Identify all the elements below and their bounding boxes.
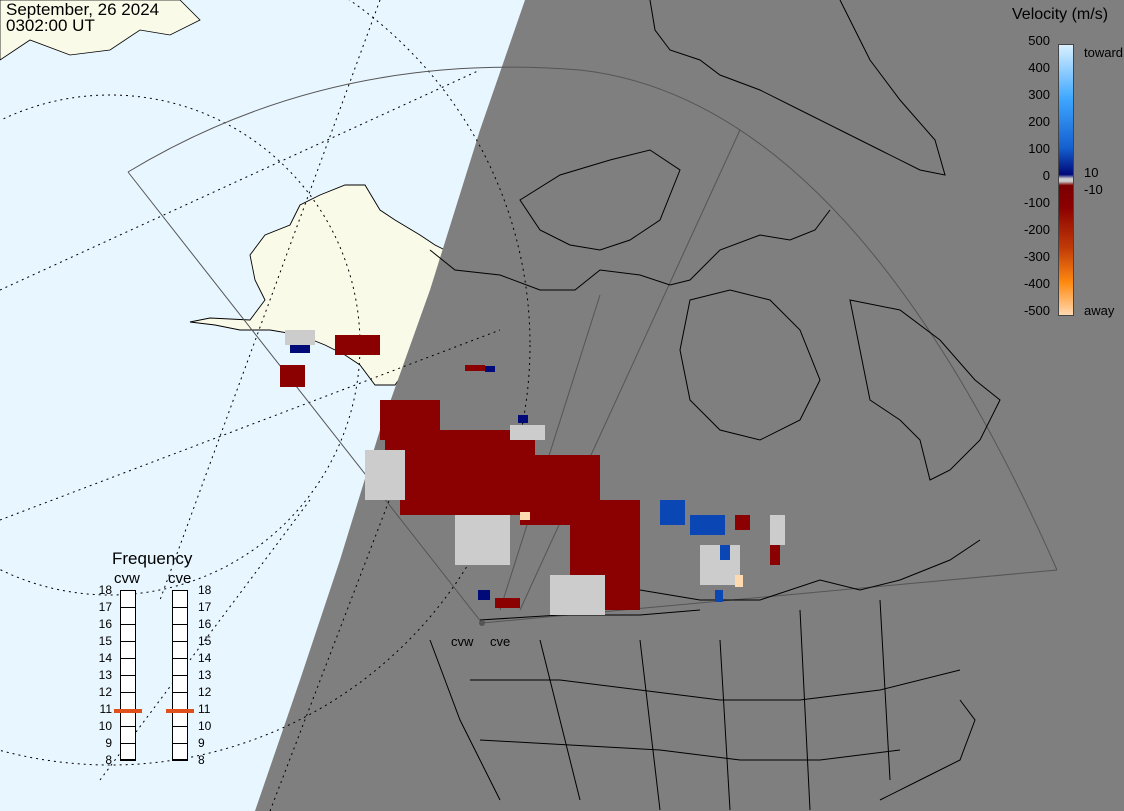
frequency-marker-cvw [114, 708, 142, 713]
frequency-gridline [120, 658, 136, 659]
frequency-scale-label: 15 [198, 634, 212, 648]
radar-label-cve: cve [168, 570, 192, 587]
legend-tick-label: 500 [1028, 33, 1050, 48]
legend-tick-label: 300 [1028, 87, 1050, 102]
legend-away-label: away [1084, 303, 1115, 318]
frequency-gridline [172, 607, 188, 608]
frequency-scale-label: 13 [198, 668, 212, 682]
frequency-scale-label: 11 [198, 702, 211, 716]
frequency-scale-label: 13 [98, 668, 112, 682]
frequency-scale-label: 18 [198, 583, 212, 597]
frequency-gridline [172, 641, 188, 642]
frequency-scale-label: 16 [98, 617, 112, 631]
frequency-gridline [120, 743, 136, 744]
land-day-alaska [189, 184, 456, 386]
frequency-scale-label: 14 [198, 651, 212, 665]
frequency-gridline [172, 743, 188, 744]
site-label-cve: cve [490, 634, 511, 649]
timestamp-date: September, 26 2024 [6, 0, 160, 19]
night-region [255, 0, 1124, 811]
frequency-scale-label: 9 [105, 736, 112, 750]
frequency-scale-label: 12 [198, 685, 212, 699]
frequency-gridline [120, 590, 136, 591]
legend-tick-label: -300 [1023, 249, 1050, 264]
frequency-gridline [172, 760, 188, 761]
legend-neg10-label: -10 [1084, 182, 1103, 197]
frequency-scale-label: 16 [198, 617, 212, 631]
frequency-gridline [172, 590, 188, 591]
legend-tick-label: 0 [1042, 168, 1050, 183]
frequency-scale-label: 9 [198, 736, 205, 750]
frequency-scale-label: 12 [98, 685, 112, 699]
legend-pos10-label: 10 [1084, 165, 1099, 180]
frequency-gridline [172, 726, 188, 727]
radar-label-cvw: cvw [114, 570, 140, 587]
frequency-title: Frequency [112, 549, 193, 568]
velocity-colorbar [1058, 44, 1074, 316]
frequency-scale-label: 14 [98, 651, 112, 665]
frequency-scale-label: 8 [105, 753, 112, 767]
frequency-gridline [120, 624, 136, 625]
legend-tick-label: -200 [1023, 222, 1050, 237]
frequency-gridline [120, 607, 136, 608]
frequency-gridline [120, 675, 136, 676]
legend-toward-label: toward [1084, 45, 1124, 60]
frequency-gridline [172, 675, 188, 676]
frequency-gridline [120, 760, 136, 761]
frequency-gridline [120, 692, 136, 693]
legend-title: Velocity (m/s) [1012, 6, 1109, 23]
coastlines [429, 0, 1001, 811]
frequency-scale-label: 10 [98, 719, 112, 733]
land-day-siberia [0, 0, 201, 61]
site-label-cvw: cvw [451, 634, 474, 649]
frequency-scale-label: 11 [99, 702, 112, 716]
legend-tick-label: 200 [1028, 114, 1050, 129]
frequency-scale-label: 18 [98, 583, 112, 597]
frequency-scale-label: 8 [198, 753, 205, 767]
frequency-gridline [172, 658, 188, 659]
legend-tick-label: -400 [1023, 276, 1050, 291]
legend-tick-label: 400 [1028, 60, 1050, 75]
frequency-marker-cve [166, 708, 194, 713]
frequency-gridline [120, 641, 136, 642]
frequency-gridline [120, 726, 136, 727]
timestamp-time: 0302:00 UT [6, 16, 95, 35]
frequency-gridline [172, 624, 188, 625]
legend-tick-label: 100 [1028, 141, 1050, 156]
frequency-scale-label: 17 [98, 600, 112, 614]
frequency-scale-label: 15 [98, 634, 112, 648]
radar-site-marker [479, 620, 485, 626]
frequency-scale-label: 17 [198, 600, 212, 614]
legend-tick-label: -100 [1023, 195, 1050, 210]
frequency-scale-label: 10 [198, 719, 212, 733]
legend-tick-label: -500 [1023, 303, 1050, 318]
radar-echoes [280, 330, 785, 615]
frequency-gridline [172, 692, 188, 693]
